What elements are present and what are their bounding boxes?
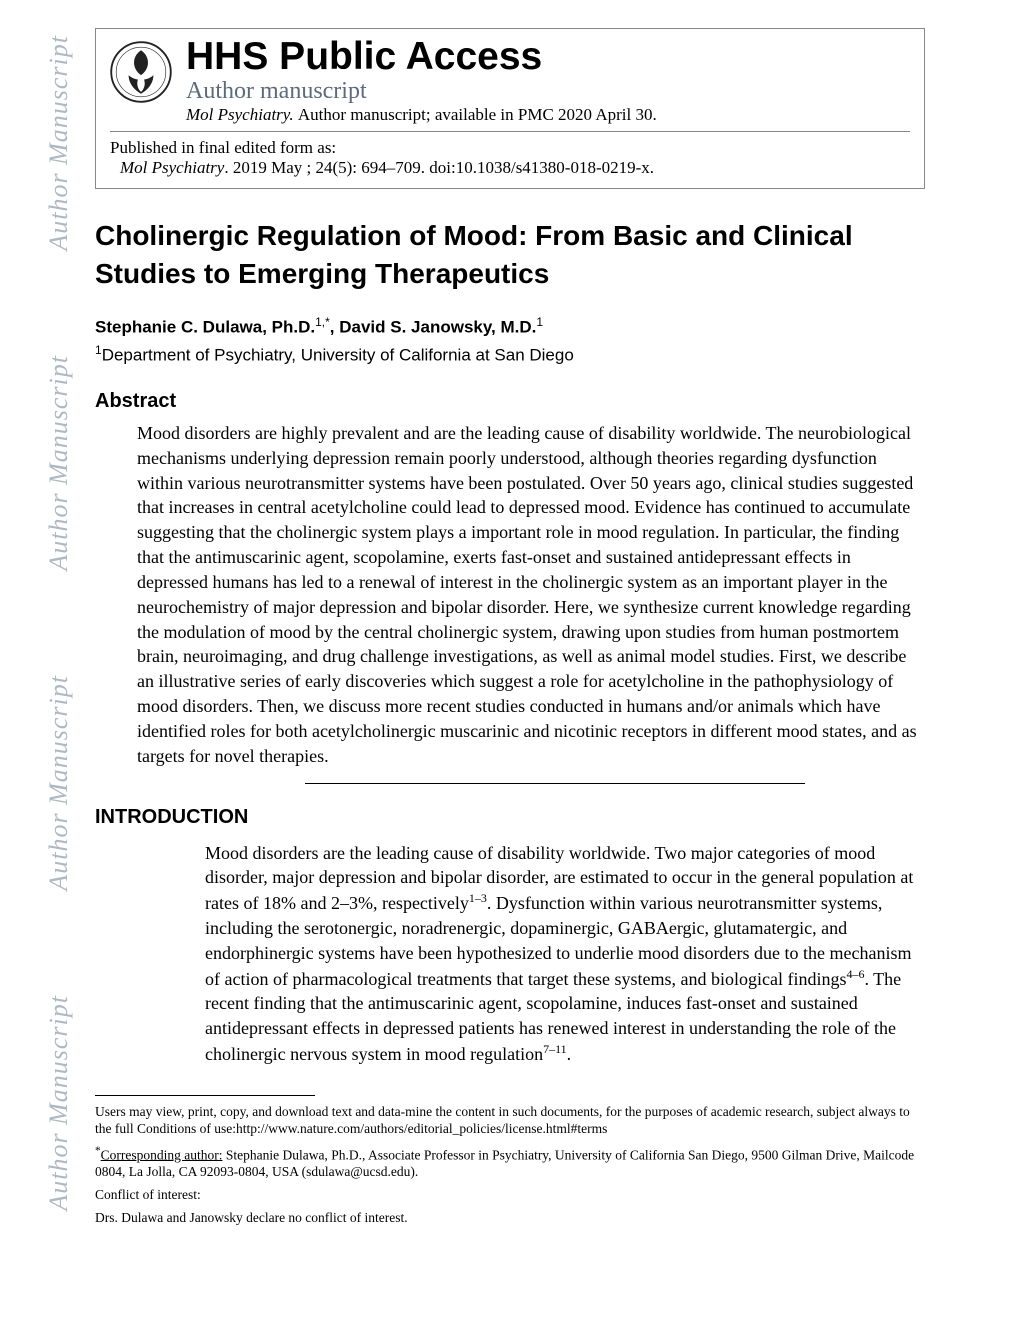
pub-cite-details: . 2019 May ; 24(5): 694–709. doi:10.1038…	[224, 158, 654, 177]
abstract-body: Mood disorders are highly prevalent and …	[137, 421, 925, 769]
watermark: Author Manuscript	[44, 355, 74, 571]
footnote-coi-label: Conflict of interest:	[95, 1187, 925, 1204]
availability-line: Mol Psychiatry. Author manuscript; avail…	[186, 105, 910, 125]
watermark: Author Manuscript	[44, 35, 74, 251]
author-sep: ,	[330, 317, 339, 336]
watermark: Author Manuscript	[44, 995, 74, 1211]
introduction-body: Mood disorders are the leading cause of …	[205, 841, 925, 1067]
availability-journal: Mol Psychiatry.	[186, 105, 298, 124]
page: Author Manuscript Author Manuscript Auth…	[0, 0, 1020, 1320]
header-top: HHS Public Access Author manuscript Mol …	[110, 37, 910, 132]
header-block: HHS Public Access Author manuscript Mol …	[95, 28, 925, 189]
author-list: Stephanie C. Dulawa, Ph.D.1,*, David S. …	[95, 315, 925, 338]
article-title: Cholinergic Regulation of Mood: From Bas…	[95, 217, 925, 293]
author-1: Stephanie C. Dulawa, Ph.D.	[95, 317, 315, 336]
intro-ref3: 7–11	[543, 1042, 567, 1056]
author-2-sup: 1	[536, 315, 543, 329]
hhs-title: HHS Public Access	[186, 37, 910, 76]
abstract-rule	[305, 783, 805, 784]
introduction-heading: INTRODUCTION	[95, 806, 925, 829]
pub-journal: Mol Psychiatry	[120, 158, 224, 177]
footnote-corresponding: *Corresponding author: Stephanie Dulawa,…	[95, 1144, 925, 1181]
author-1-sup: 1,*	[315, 315, 330, 329]
author-2: David S. Janowsky, M.D.	[339, 317, 536, 336]
affil-text: Department of Psychiatry, University of …	[102, 346, 574, 365]
intro-ref1: 1–3	[469, 891, 487, 905]
header-text: HHS Public Access Author manuscript Mol …	[186, 37, 910, 125]
pub-line1: Published in final edited form as:	[110, 138, 910, 158]
availability-rest: Author manuscript; available in PMC 2020…	[298, 105, 657, 124]
affil-sup: 1	[95, 343, 102, 357]
abstract-heading: Abstract	[95, 390, 925, 413]
footnotes: Users may view, print, copy, and downloa…	[95, 1104, 925, 1227]
intro-p1d: .	[567, 1044, 572, 1064]
footnote-usage: Users may view, print, copy, and downloa…	[95, 1104, 925, 1138]
footnote-rule	[95, 1095, 315, 1096]
intro-ref2: 4–6	[847, 967, 865, 981]
affiliation: 1Department of Psychiatry, University of…	[95, 343, 925, 366]
author-manuscript-label: Author manuscript	[186, 78, 910, 105]
publication-info: Published in final edited form as: Mol P…	[110, 132, 910, 178]
pub-citation: Mol Psychiatry. 2019 May ; 24(5): 694–70…	[110, 158, 910, 178]
hhs-logo-icon	[110, 41, 172, 103]
corr-label: Corresponding author:	[101, 1147, 223, 1162]
footnote-coi-text: Drs. Dulawa and Janowsky declare no conf…	[95, 1210, 925, 1227]
watermark: Author Manuscript	[44, 675, 74, 891]
